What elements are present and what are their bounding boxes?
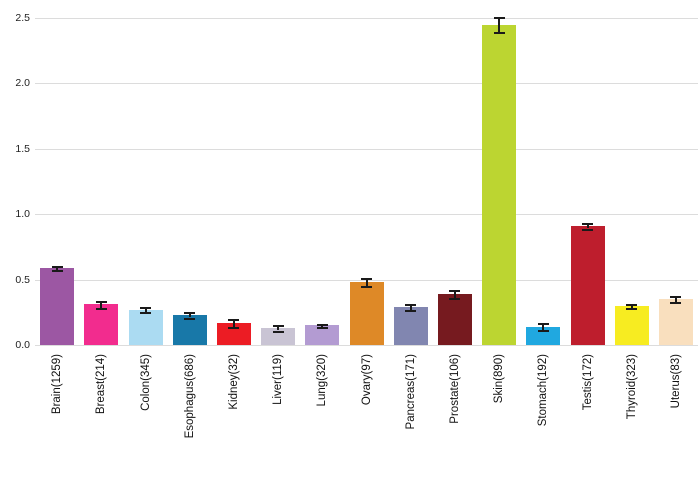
- error-bar-cap-bottom-colon: [140, 312, 151, 314]
- y-axis-tick-label: 0.5: [15, 274, 30, 286]
- error-bar-cap-bottom-skin: [494, 32, 505, 34]
- error-bar-cap-bottom-lung: [317, 327, 328, 329]
- error-bar-cap-top-prostate: [449, 290, 460, 292]
- error-bar-cap-top-stomach: [538, 323, 549, 325]
- bar-breast: [84, 304, 118, 345]
- error-bar-cap-top-skin: [494, 17, 505, 19]
- error-bar-kidney: [233, 319, 235, 327]
- bar-testis: [571, 226, 605, 345]
- error-bar-cap-top-testis: [582, 223, 593, 225]
- error-bar-testis: [587, 223, 589, 228]
- error-bar-cap-bottom-kidney: [228, 327, 239, 329]
- x-axis-label-prostate: Prostate(106): [449, 354, 461, 424]
- error-bar-cap-top-thyroid: [626, 304, 637, 306]
- x-axis-label-uterus: Uterus(83): [670, 354, 682, 409]
- error-bar-cap-bottom-testis: [582, 229, 593, 231]
- x-axis-label-testis: Testis(172): [582, 354, 594, 411]
- bar-prostate: [438, 294, 472, 345]
- error-bar-cap-bottom-liver: [273, 331, 284, 333]
- error-bar-pancreas: [410, 304, 412, 311]
- error-bar-colon: [145, 307, 147, 312]
- error-bar-cap-top-kidney: [228, 319, 239, 321]
- x-axis-label-colon: Colon(345): [140, 354, 152, 411]
- error-bar-cap-top-breast: [96, 301, 107, 303]
- error-bar-cap-top-colon: [140, 307, 151, 309]
- bar-skin: [482, 25, 516, 345]
- error-bar-uterus: [675, 296, 677, 303]
- x-axis-label-kidney: Kidney(32): [228, 354, 240, 410]
- error-bar-cap-bottom-stomach: [538, 330, 549, 332]
- error-bar-cap-bottom-prostate: [449, 298, 460, 300]
- y-axis-tick-label: 0.0: [15, 339, 30, 351]
- x-axis-label-lung: Lung(320): [316, 354, 328, 407]
- error-bar-cap-top-esophagus: [184, 312, 195, 314]
- bar-kidney: [217, 323, 251, 345]
- bar-ovary: [350, 282, 384, 345]
- x-axis-label-breast: Breast(214): [95, 354, 107, 415]
- x-axis-label-ovary: Ovary(97): [361, 354, 373, 406]
- bar-liver: [261, 328, 295, 345]
- error-bar-esophagus: [189, 312, 191, 317]
- error-bar-brain: [56, 266, 58, 270]
- bar-lung: [305, 325, 339, 345]
- bar-pancreas: [394, 307, 428, 345]
- y-axis-tick-label: 1.0: [15, 208, 30, 220]
- bar-uterus: [659, 299, 693, 345]
- error-bar-cap-bottom-esophagus: [184, 318, 195, 320]
- error-bar-cap-top-pancreas: [405, 304, 416, 306]
- x-axis-label-brain: Brain(1259): [51, 354, 63, 415]
- error-bar-cap-bottom-brain: [52, 270, 63, 272]
- x-axis-label-skin: Skin(890): [493, 354, 505, 404]
- error-bar-cap-top-uterus: [670, 296, 681, 298]
- y-axis-tick-label: 2.0: [15, 77, 30, 89]
- gridline: [35, 345, 698, 346]
- x-axis-label-pancreas: Pancreas(171): [405, 354, 417, 430]
- error-bar-cap-bottom-pancreas: [405, 310, 416, 312]
- error-bar-thyroid: [631, 304, 633, 308]
- error-bar-cap-top-liver: [273, 325, 284, 327]
- x-axis-label-thyroid: Thyroid(323): [626, 354, 638, 420]
- bar-brain: [40, 268, 74, 345]
- error-bar-liver: [277, 325, 279, 330]
- error-bar-breast: [100, 301, 102, 309]
- y-axis-tick-label: 1.5: [15, 143, 30, 155]
- error-bar-cap-bottom-thyroid: [626, 308, 637, 310]
- error-bar-cap-top-ovary: [361, 278, 372, 280]
- error-bar-cap-bottom-breast: [96, 308, 107, 310]
- gridline: [35, 149, 698, 150]
- gridline: [35, 18, 698, 19]
- bar-thyroid: [615, 306, 649, 345]
- error-bar-cap-bottom-uterus: [670, 302, 681, 304]
- gridline: [35, 214, 698, 215]
- error-bar-cap-top-brain: [52, 266, 63, 268]
- y-axis-tick-label: 2.5: [15, 12, 30, 24]
- bar-esophagus: [173, 315, 207, 345]
- error-bar-ovary: [366, 278, 368, 286]
- bar-stomach: [526, 327, 560, 345]
- x-axis-label-liver: Liver(119): [272, 354, 284, 405]
- bar-colon: [129, 310, 163, 345]
- x-axis-label-stomach: Stomach(192): [537, 354, 549, 427]
- error-bar-cap-top-lung: [317, 324, 328, 326]
- x-axis-label-esophagus: Esophagus(686): [184, 354, 196, 439]
- gridline: [35, 83, 698, 84]
- error-bar-cap-bottom-ovary: [361, 286, 372, 288]
- error-bar-prostate: [454, 290, 456, 298]
- error-bar-skin: [498, 17, 500, 33]
- error-bar-stomach: [542, 323, 544, 330]
